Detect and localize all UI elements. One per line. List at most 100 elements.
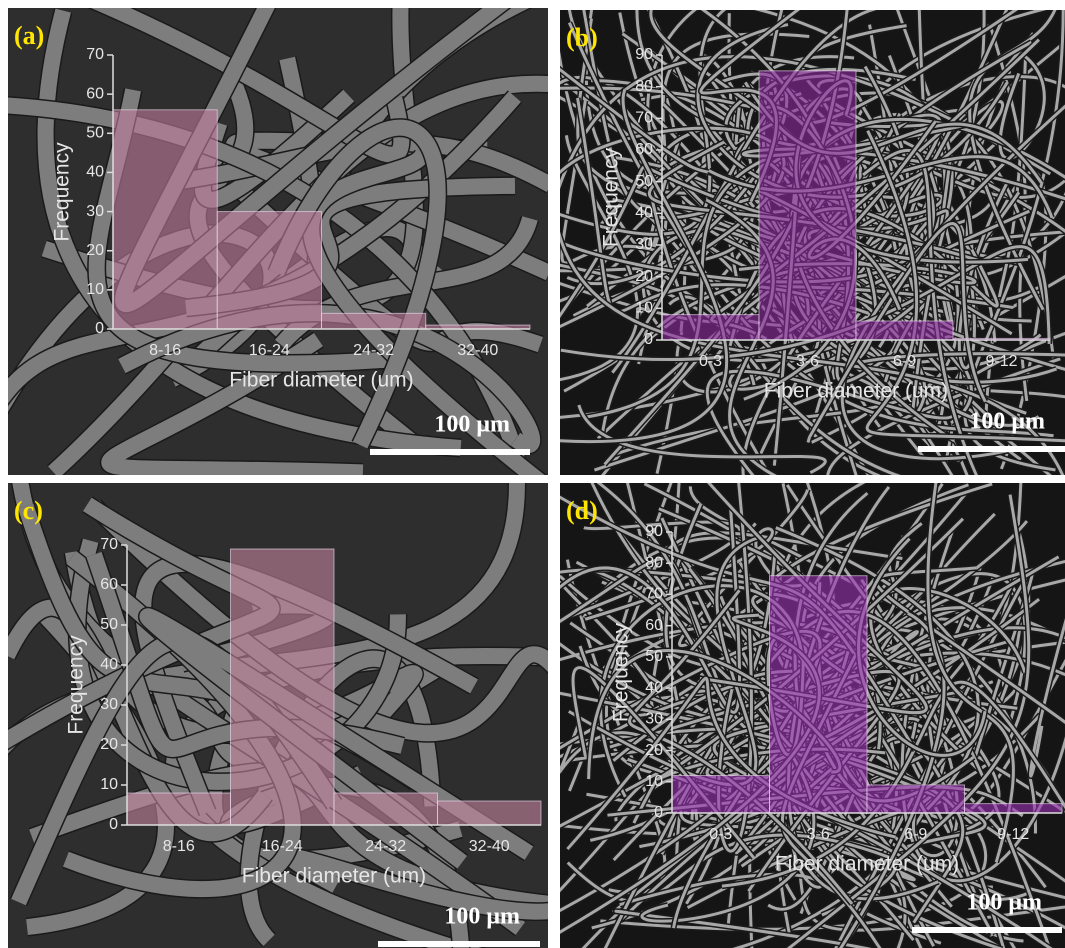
fiber	[560, 715, 693, 777]
y-tick-label: 90	[645, 523, 663, 540]
y-axis-label: Frequency	[51, 142, 74, 242]
panel: 0-3 3-6 6-9 9-12 0 10 20 30 40 50 60 70 80 90 Fiber di…	[560, 10, 1065, 475]
x-tick-label: 32-40	[457, 342, 498, 359]
fiber	[101, 332, 364, 475]
fiber	[577, 404, 827, 474]
fiber	[8, 599, 272, 842]
bar	[866, 784, 965, 814]
x-tick-label: 6-9	[893, 353, 916, 370]
x-axis-label: Fiber diameter (um)	[764, 380, 948, 403]
fiber	[808, 222, 987, 439]
y-tick-label: 70	[86, 46, 104, 63]
fiber	[571, 666, 755, 859]
fiber	[998, 51, 1046, 160]
y-tick-label: 40	[635, 205, 653, 222]
y-tick-label: 0	[644, 331, 653, 348]
y-tick-label: 10	[100, 776, 118, 793]
fiber	[566, 833, 896, 903]
x-tick-label: 24-32	[365, 838, 406, 855]
bar	[671, 775, 770, 814]
x-tick-label: 8-16	[149, 342, 181, 359]
fiber	[857, 537, 987, 757]
fiber	[874, 566, 1065, 724]
fiber	[268, 119, 446, 449]
panel-label: (c)	[14, 496, 43, 525]
x-tick-label: 8-16	[163, 838, 195, 855]
y-tick-label: 20	[635, 268, 653, 285]
bar	[769, 575, 868, 814]
bar	[964, 803, 1063, 814]
panel-label: (d)	[566, 496, 598, 525]
y-tick-label: 20	[100, 736, 118, 753]
y-tick-label: 0	[654, 804, 663, 821]
fiber	[865, 130, 1065, 443]
y-tick-label: 20	[86, 242, 104, 259]
y-tick-label: 0	[109, 816, 118, 833]
scale-bar-label: 100 μm	[969, 409, 1045, 435]
fiber	[926, 483, 1015, 863]
y-axis-label: Frequency	[600, 147, 623, 247]
fiber	[584, 142, 816, 419]
fiber	[706, 369, 955, 475]
y-tick-label: 60	[100, 576, 118, 593]
y-tick-label: 30	[635, 236, 653, 253]
fiber	[560, 10, 727, 236]
x-tick-label: 6-9	[904, 826, 927, 843]
bar	[661, 314, 760, 341]
y-tick-label: 40	[86, 164, 104, 181]
x-axis-label: Fiber diameter (um)	[242, 865, 426, 888]
panel: 8-16 16-24 24-32 32-40 0 10 20 30 40 50 60 70 Fiber …	[8, 483, 548, 948]
fiber	[560, 126, 786, 329]
bar	[112, 109, 218, 330]
y-axis-label: Frequency	[610, 622, 633, 722]
y-tick-label: 90	[635, 46, 653, 63]
x-tick-label: 16-24	[262, 838, 303, 855]
y-tick-label: 50	[86, 125, 104, 142]
fiber	[826, 357, 1061, 475]
x-tick-label: 0-3	[709, 826, 732, 843]
x-tick-label: 3-6	[796, 353, 819, 370]
x-tick-label: 16-24	[249, 342, 290, 359]
y-tick-label: 70	[645, 586, 663, 603]
x-axis-label: Fiber diameter (um)	[229, 369, 413, 392]
fiber	[284, 849, 548, 920]
y-tick-label: 10	[635, 300, 653, 317]
y-tick-label: 30	[100, 696, 118, 713]
fiber	[560, 231, 1064, 475]
y-tick-label: 20	[645, 742, 663, 759]
bar	[855, 320, 954, 341]
y-tick-label: 10	[86, 281, 104, 298]
panel-label: (a)	[14, 21, 44, 50]
fiber	[957, 180, 1010, 370]
fiber	[614, 909, 872, 948]
bar	[321, 312, 427, 330]
fiber	[560, 245, 1051, 362]
fiber	[8, 91, 521, 404]
fiber	[721, 680, 1065, 888]
y-tick-label: 80	[645, 554, 663, 571]
bar	[126, 792, 231, 826]
x-tick-label: 9-12	[997, 826, 1029, 843]
fiber	[560, 100, 758, 314]
y-tick-label: 50	[645, 648, 663, 665]
y-tick-label: 60	[645, 617, 663, 634]
y-tick-label: 60	[86, 85, 104, 102]
y-tick-label: 0	[95, 320, 104, 337]
fiber	[611, 10, 878, 374]
fiber	[862, 149, 979, 475]
bar	[216, 211, 322, 330]
y-tick-label: 30	[86, 203, 104, 220]
y-axis-label: Frequency	[65, 635, 88, 735]
fiber	[648, 140, 988, 265]
scale-bar-label: 100 μm	[444, 904, 520, 930]
y-tick-label: 70	[635, 110, 653, 127]
bar	[758, 70, 857, 341]
fiber	[37, 8, 462, 457]
y-tick-label: 80	[635, 78, 653, 95]
y-tick-label: 30	[645, 711, 663, 728]
scale-bar-label: 100 μm	[966, 890, 1042, 916]
fiber	[668, 295, 901, 475]
y-tick-label: 50	[100, 616, 118, 633]
fiber	[576, 18, 733, 328]
